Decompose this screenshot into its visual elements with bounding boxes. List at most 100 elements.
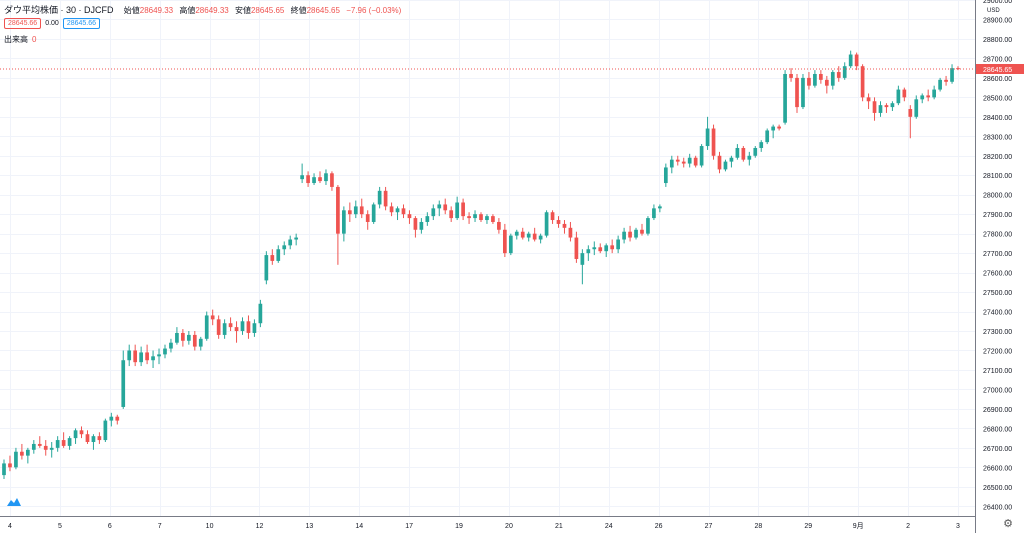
candle-body [592, 247, 597, 250]
candle-body [121, 360, 126, 407]
price-tick-label: 27100.00 [983, 368, 1012, 375]
time-tick-label: 14 [355, 523, 363, 530]
candle [663, 163, 668, 187]
candle-body [693, 157, 698, 166]
candle-body [461, 202, 465, 217]
candle-body [562, 223, 567, 228]
candle [294, 233, 299, 246]
candle-body [658, 206, 662, 209]
buy-price-box[interactable]: 28645.66 [62, 18, 101, 29]
candle [282, 241, 287, 256]
change-value: −7.96 (−0.03%) [346, 6, 402, 15]
candle-body [49, 447, 54, 450]
price-tick-label: 27200.00 [983, 348, 1012, 355]
candle-body [491, 216, 495, 222]
price-tick-label: 28500.00 [983, 95, 1012, 102]
candle [306, 171, 310, 187]
candle [634, 227, 638, 240]
currency-unit-label: USD [987, 8, 1000, 14]
time-tick-label: 6 [108, 523, 112, 530]
open-label: 始値 [123, 6, 140, 15]
candle [133, 344, 138, 367]
candle-body [204, 315, 209, 339]
candle [353, 200, 358, 219]
time-tick-label: 5 [58, 523, 62, 530]
candle-body [640, 229, 644, 234]
candle [747, 151, 752, 166]
candle [449, 206, 454, 222]
candle [103, 418, 108, 443]
candle-body [419, 221, 424, 230]
candle [580, 249, 585, 285]
time-tick-label: 2 [906, 523, 910, 530]
sell-price-box[interactable]: 28645.66 [4, 18, 42, 29]
candle [312, 173, 316, 185]
candle-body [210, 315, 215, 320]
candle [669, 155, 674, 174]
candle [610, 239, 615, 254]
candle [109, 412, 114, 427]
candle [497, 218, 501, 234]
candle-body [407, 214, 412, 219]
time-tick-label: 4 [8, 523, 12, 530]
candle [145, 344, 149, 365]
candle [568, 221, 573, 242]
candle-body [663, 167, 668, 184]
candle-body [711, 128, 716, 156]
candle-body [151, 356, 155, 361]
candle-body [37, 443, 42, 446]
settings-gear-icon[interactable]: ⚙ [1003, 518, 1013, 530]
candle-body [699, 146, 704, 166]
candle-body [139, 352, 143, 363]
tradingview-logo-icon[interactable] [6, 496, 22, 508]
candle-body [616, 239, 620, 250]
candle-body [312, 177, 316, 184]
candle-body [514, 231, 519, 236]
candle-body [26, 449, 30, 456]
candle [574, 231, 579, 263]
candle [753, 146, 758, 158]
candle [246, 315, 251, 339]
price-tick-label: 28600.00 [983, 76, 1012, 83]
candle [270, 249, 275, 265]
price-tick-label: 26900.00 [983, 407, 1012, 414]
candle-body [866, 97, 871, 102]
candle-body [342, 210, 346, 234]
candle [532, 227, 537, 242]
candle-body [741, 147, 746, 160]
candle [950, 64, 954, 84]
candle-body [580, 253, 585, 265]
candle-body [538, 235, 543, 240]
candle [801, 73, 805, 110]
candle-body [175, 332, 179, 343]
price-tick-label: 29000.00 [983, 0, 1012, 5]
candle-body [813, 73, 817, 86]
candle-body [353, 206, 358, 215]
candle [562, 220, 567, 234]
price-tick-label: 27000.00 [983, 387, 1012, 394]
price-axis[interactable]: 26400.00 26500.00 26600.00 26700.00 26800.00… [975, 0, 1024, 533]
candle-body [944, 79, 948, 82]
time-tick-label: 20 [505, 523, 513, 530]
candle [723, 159, 728, 172]
low-label: 安値 [234, 6, 251, 15]
candle [759, 140, 764, 152]
candle [222, 319, 227, 339]
candle-body [634, 229, 638, 238]
candle-body [503, 229, 507, 254]
candle-body [300, 175, 304, 180]
symbol-title[interactable]: ダウ平均株価 · 30 · DJCFD [4, 5, 114, 15]
time-tick-label: 12 [256, 523, 264, 530]
candle [377, 186, 382, 209]
candle [157, 348, 161, 365]
time-tick-label: 28 [755, 523, 763, 530]
candle [830, 70, 835, 90]
candle [8, 455, 12, 472]
time-axis[interactable]: 4 5 6 7 10 12 13 14 17 19 20 21 24 26 27 28 29 9月 2 3 [0, 516, 975, 531]
candle-body [604, 245, 609, 252]
candle [437, 200, 442, 217]
candle-body [324, 173, 328, 182]
candle [55, 436, 60, 452]
candle [836, 66, 841, 82]
